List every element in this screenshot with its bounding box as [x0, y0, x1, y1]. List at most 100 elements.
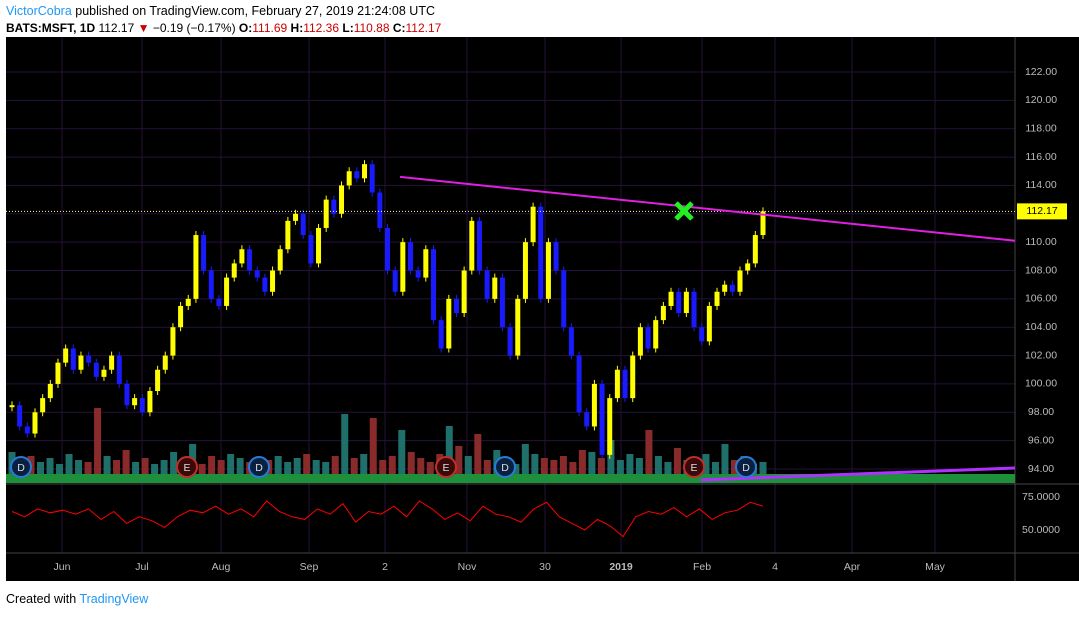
low: 110.88: [353, 21, 390, 35]
candle: [377, 192, 383, 228]
volume-bar: [160, 460, 168, 474]
last-price-box: [1017, 203, 1067, 220]
volume-bar: [616, 460, 624, 474]
y-tick-label: 114.00: [1025, 179, 1056, 191]
candle: [47, 383, 53, 399]
volume-bar: [170, 452, 178, 474]
candle: [93, 362, 99, 377]
volume-bar: [198, 464, 206, 474]
x-marker: [674, 201, 694, 221]
last-price-label: 112.17: [1026, 205, 1057, 217]
volume-bar: [512, 464, 520, 474]
volume-bar: [664, 462, 672, 474]
candle: [453, 298, 459, 314]
candle: [484, 270, 490, 299]
published: published on TradingView.com, February 2…: [75, 4, 435, 18]
volume-bar: [654, 456, 662, 474]
candle: [9, 405, 15, 408]
volume-bar: [521, 444, 529, 474]
volume-bar: [531, 454, 539, 474]
volume-bar: [597, 458, 605, 474]
volume-bar: [132, 462, 140, 474]
candle: [185, 298, 191, 306]
candle: [239, 249, 245, 264]
x-tick-label: 2019: [609, 561, 633, 573]
candle: [124, 383, 130, 406]
change: −0.19 (−0.17%): [152, 21, 236, 35]
candle: [400, 242, 406, 292]
event-marker: [248, 456, 270, 478]
volume-bar: [474, 434, 482, 474]
candle: [630, 355, 636, 399]
candle: [760, 211, 766, 236]
y-tick-label: 108.00: [1025, 264, 1057, 276]
candle: [538, 206, 544, 299]
volume-bar: [56, 464, 64, 474]
candle: [293, 213, 299, 221]
candle: [660, 305, 666, 321]
candle: [614, 369, 620, 399]
y-tick-label: 110.00: [1025, 236, 1056, 248]
candle: [201, 235, 207, 271]
volume-bar: [84, 462, 92, 474]
rsi-tick-label: 75.0000: [1022, 491, 1060, 503]
candle: [63, 348, 69, 363]
candle: [737, 270, 743, 292]
y-tick-label: 104.00: [1025, 321, 1057, 333]
candle: [522, 242, 528, 299]
event-label: E: [442, 462, 449, 474]
candle: [132, 398, 138, 406]
candle: [622, 369, 628, 399]
chart: Jun Jul Aug Sep 2 Nov 30 2019 Feb 4 Apr May 94.00 96.…: [6, 37, 1079, 581]
candle: [32, 412, 38, 434]
volume-bar: [46, 458, 54, 474]
candle: [109, 355, 115, 370]
volume-bar: [94, 408, 102, 474]
volume-bar: [217, 460, 225, 474]
y-tick-label: 106.00: [1025, 293, 1057, 305]
author[interactable]: VictorCobra: [6, 4, 72, 18]
candle: [193, 235, 199, 299]
rsi-line: [11, 500, 764, 538]
event-marker: [683, 456, 705, 478]
candle: [476, 220, 482, 271]
last: 112.17: [98, 21, 135, 35]
candle: [208, 270, 214, 299]
volume-bar: [350, 458, 358, 474]
y-tick-label: 118.00: [1025, 122, 1056, 134]
volume-bar: [75, 460, 83, 474]
candle: [461, 270, 467, 314]
candle: [653, 320, 659, 349]
x-tick-label: Jul: [135, 561, 148, 573]
volume-bar: [37, 462, 45, 474]
volume-bar: [331, 456, 339, 474]
candle: [170, 327, 176, 356]
x-tick-label: 4: [772, 561, 778, 573]
volume-bar: [569, 462, 577, 474]
volume-bar: [103, 456, 111, 474]
y-tick-label: 100.00: [1025, 378, 1057, 390]
candle: [676, 291, 682, 314]
candle: [469, 220, 475, 271]
candle: [116, 355, 122, 384]
volume-bar: [445, 426, 453, 474]
x-tick-label: 2: [382, 561, 388, 573]
volume-bar: [417, 458, 425, 474]
volume-bar: [702, 454, 710, 474]
event-label: D: [255, 462, 263, 474]
candle: [407, 242, 413, 271]
volume-bar: [407, 452, 415, 474]
candle: [224, 277, 230, 306]
volume-bar: [322, 462, 330, 474]
volume-bar: [550, 460, 558, 474]
candle: [423, 249, 429, 278]
volume-bar: [607, 440, 615, 474]
event-label: D: [501, 462, 509, 474]
volume-bar: [208, 456, 216, 474]
x-tick-label: 30: [539, 561, 551, 573]
volume-bar: [303, 454, 311, 474]
volume-bar: [151, 464, 159, 474]
volume-bar: [284, 462, 292, 474]
event-label: D: [742, 462, 750, 474]
brand[interactable]: TradingView: [79, 592, 149, 606]
